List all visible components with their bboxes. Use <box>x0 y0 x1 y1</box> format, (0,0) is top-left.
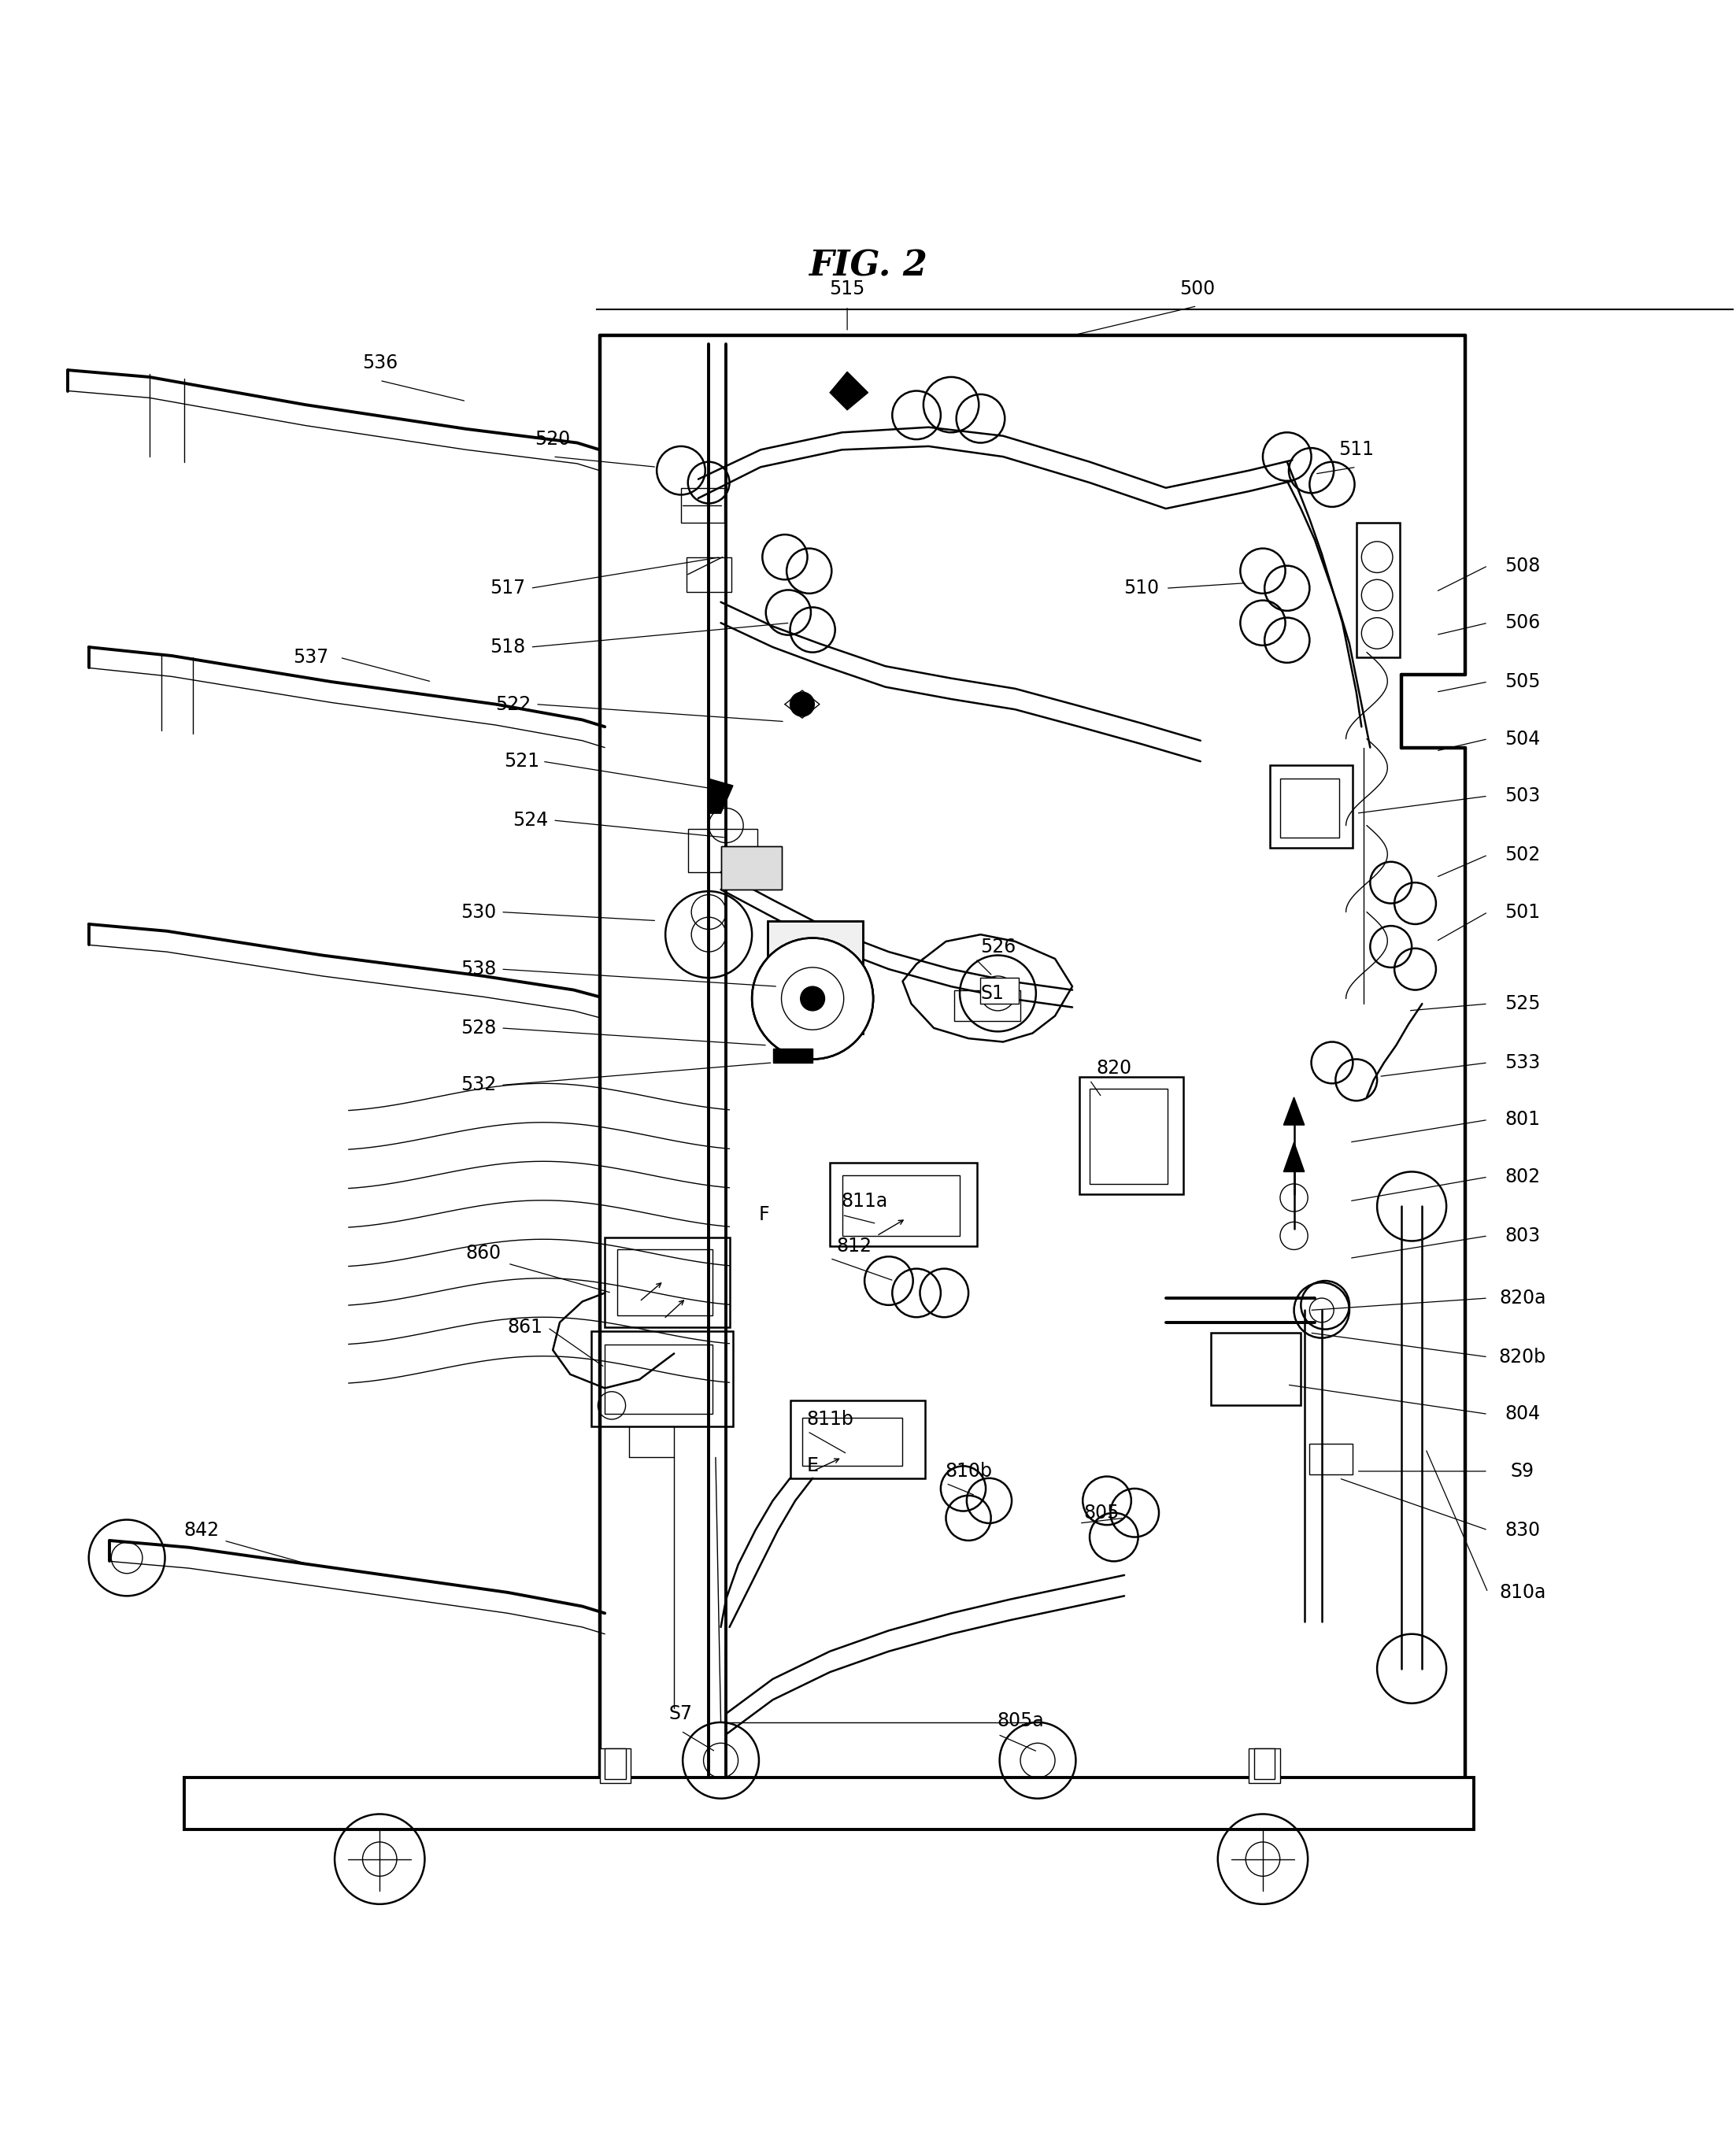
Text: 508: 508 <box>1505 555 1540 575</box>
Bar <box>686 558 731 592</box>
Text: 803: 803 <box>1505 1227 1540 1244</box>
Text: E: E <box>807 1458 818 1475</box>
Text: 526: 526 <box>981 937 1016 956</box>
Bar <box>981 977 1019 1003</box>
Text: 811b: 811b <box>806 1410 854 1430</box>
Bar <box>767 921 863 1033</box>
Text: 802: 802 <box>1505 1167 1540 1186</box>
Text: 820b: 820b <box>1498 1348 1547 1367</box>
Text: 830: 830 <box>1505 1520 1540 1539</box>
Bar <box>599 1748 630 1783</box>
Bar <box>1356 523 1399 657</box>
Text: 805: 805 <box>1083 1503 1120 1522</box>
Polygon shape <box>773 1049 812 1064</box>
Text: S1: S1 <box>981 984 1005 1003</box>
Bar <box>1309 1443 1352 1475</box>
Text: S9: S9 <box>1510 1462 1535 1481</box>
Text: 804: 804 <box>1505 1404 1540 1423</box>
Text: 522: 522 <box>495 695 531 713</box>
Polygon shape <box>726 850 773 883</box>
Text: FIG. 2: FIG. 2 <box>809 250 927 282</box>
Bar <box>604 1238 729 1328</box>
Text: 525: 525 <box>1505 995 1540 1014</box>
Circle shape <box>799 984 826 1012</box>
Bar <box>1253 1748 1274 1778</box>
Polygon shape <box>1283 1143 1304 1171</box>
Text: 537: 537 <box>293 648 328 667</box>
Text: 538: 538 <box>460 960 496 980</box>
Bar <box>830 1163 977 1247</box>
Text: 505: 505 <box>1505 672 1540 691</box>
Bar <box>720 846 781 889</box>
Text: 517: 517 <box>490 579 526 599</box>
Circle shape <box>752 939 873 1059</box>
Text: 506: 506 <box>1505 614 1540 633</box>
Text: S7: S7 <box>668 1705 693 1722</box>
Bar <box>681 489 724 523</box>
Text: 801: 801 <box>1505 1111 1540 1128</box>
Bar <box>604 1346 712 1415</box>
Bar <box>1279 779 1338 838</box>
Bar <box>590 1331 733 1425</box>
Text: 842: 842 <box>184 1520 219 1539</box>
Text: 861: 861 <box>507 1318 543 1337</box>
Bar <box>1080 1076 1184 1195</box>
Text: 528: 528 <box>460 1018 496 1038</box>
Bar <box>1090 1089 1168 1184</box>
Text: 520: 520 <box>535 431 571 448</box>
Bar <box>687 829 757 872</box>
Bar <box>767 921 863 1033</box>
Text: 521: 521 <box>503 751 540 771</box>
Text: 810a: 810a <box>1500 1582 1547 1602</box>
Text: 524: 524 <box>512 812 549 829</box>
Text: 530: 530 <box>460 902 496 921</box>
Bar <box>720 846 781 889</box>
Bar <box>184 1778 1474 1830</box>
Text: 820a: 820a <box>1500 1290 1547 1307</box>
Text: 811a: 811a <box>842 1193 887 1210</box>
Circle shape <box>790 691 814 717</box>
Bar <box>955 990 1021 1021</box>
Text: 532: 532 <box>460 1076 496 1094</box>
Text: 805a: 805a <box>996 1712 1043 1731</box>
Bar <box>1248 1748 1279 1783</box>
Bar <box>790 1399 925 1479</box>
Bar <box>802 1417 903 1466</box>
Text: 501: 501 <box>1505 902 1540 921</box>
Text: 518: 518 <box>490 637 526 657</box>
Polygon shape <box>1283 1098 1304 1126</box>
Text: 515: 515 <box>830 280 865 297</box>
Bar <box>616 1249 712 1315</box>
Text: 510: 510 <box>1123 579 1160 599</box>
Text: F: F <box>759 1206 769 1225</box>
Text: 536: 536 <box>361 353 398 372</box>
Text: 820: 820 <box>1095 1059 1132 1076</box>
Bar <box>842 1176 960 1236</box>
Polygon shape <box>708 779 733 814</box>
Text: 860: 860 <box>465 1244 502 1262</box>
Text: 533: 533 <box>1505 1053 1540 1072</box>
Bar <box>604 1748 625 1778</box>
Bar <box>1212 1333 1300 1406</box>
Text: 812: 812 <box>837 1236 871 1255</box>
Text: 504: 504 <box>1505 730 1540 749</box>
Text: 502: 502 <box>1505 846 1540 863</box>
Polygon shape <box>830 372 868 409</box>
Circle shape <box>800 986 825 1010</box>
Text: 810b: 810b <box>944 1462 991 1481</box>
Bar <box>1269 764 1352 848</box>
Text: 503: 503 <box>1505 786 1540 805</box>
Text: 511: 511 <box>1338 439 1373 459</box>
Text: 500: 500 <box>1179 280 1215 297</box>
